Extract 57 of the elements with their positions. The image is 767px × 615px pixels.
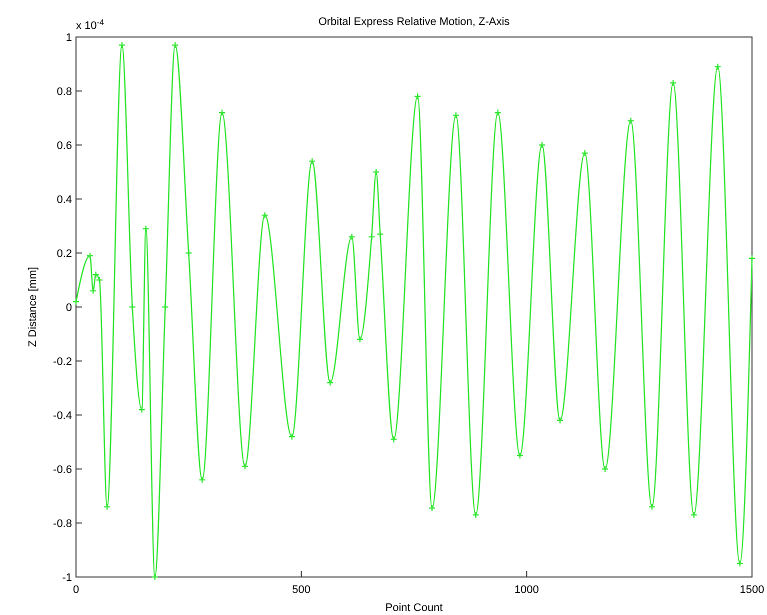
point xyxy=(326,379,334,386)
x-tick-label: 1000 xyxy=(514,584,539,596)
point xyxy=(494,109,502,116)
point xyxy=(142,225,150,232)
y-tick-label: 0.4 xyxy=(56,194,72,206)
chart-title: Orbital Express Relative Motion, Z-Axis xyxy=(318,16,510,28)
point xyxy=(648,503,656,510)
point xyxy=(368,233,376,240)
point xyxy=(86,252,94,260)
point xyxy=(581,150,588,157)
point xyxy=(690,511,698,518)
point xyxy=(138,406,146,414)
point xyxy=(428,504,436,512)
y-tick-label: -1 xyxy=(62,572,72,584)
x-axis-title: Point Count xyxy=(385,602,443,614)
point xyxy=(198,476,206,484)
point xyxy=(162,303,169,311)
point xyxy=(308,158,316,165)
x-tick-label: 500 xyxy=(292,584,311,596)
point xyxy=(185,249,192,257)
y-tick-label: -0.4 xyxy=(53,410,72,422)
point xyxy=(627,117,634,124)
y-tick-label: 0.8 xyxy=(56,86,72,98)
y-tick-label: 1 xyxy=(66,32,72,44)
point xyxy=(376,230,384,238)
point xyxy=(670,79,677,86)
point xyxy=(118,42,126,49)
y-tick-label: -0.2 xyxy=(53,356,72,368)
y-tick-label: 0.2 xyxy=(56,248,72,260)
y-tick-label: 0.6 xyxy=(56,140,72,152)
point xyxy=(472,511,480,518)
point xyxy=(241,462,249,470)
point xyxy=(556,416,564,424)
point xyxy=(151,573,158,581)
point xyxy=(356,336,364,343)
point xyxy=(414,92,422,100)
point xyxy=(601,465,609,473)
point xyxy=(261,212,268,219)
point xyxy=(452,112,460,119)
point xyxy=(390,436,398,443)
point xyxy=(218,109,226,116)
point xyxy=(372,168,380,176)
point xyxy=(172,42,179,49)
y-tick-label: -0.6 xyxy=(53,464,72,476)
point xyxy=(103,503,111,510)
y-tick-label: -0.8 xyxy=(53,518,72,530)
x-tick-label: 1500 xyxy=(740,584,764,596)
point xyxy=(288,433,296,440)
point xyxy=(736,560,744,568)
point xyxy=(128,303,136,311)
y-axis-title: Z Distance [mm] xyxy=(27,266,39,348)
point xyxy=(538,141,546,149)
y-tick-label: 0 xyxy=(66,302,72,314)
point xyxy=(516,452,524,460)
point xyxy=(714,63,722,70)
text: x 10$^{-4}$ xyxy=(76,18,105,32)
point xyxy=(348,233,356,240)
